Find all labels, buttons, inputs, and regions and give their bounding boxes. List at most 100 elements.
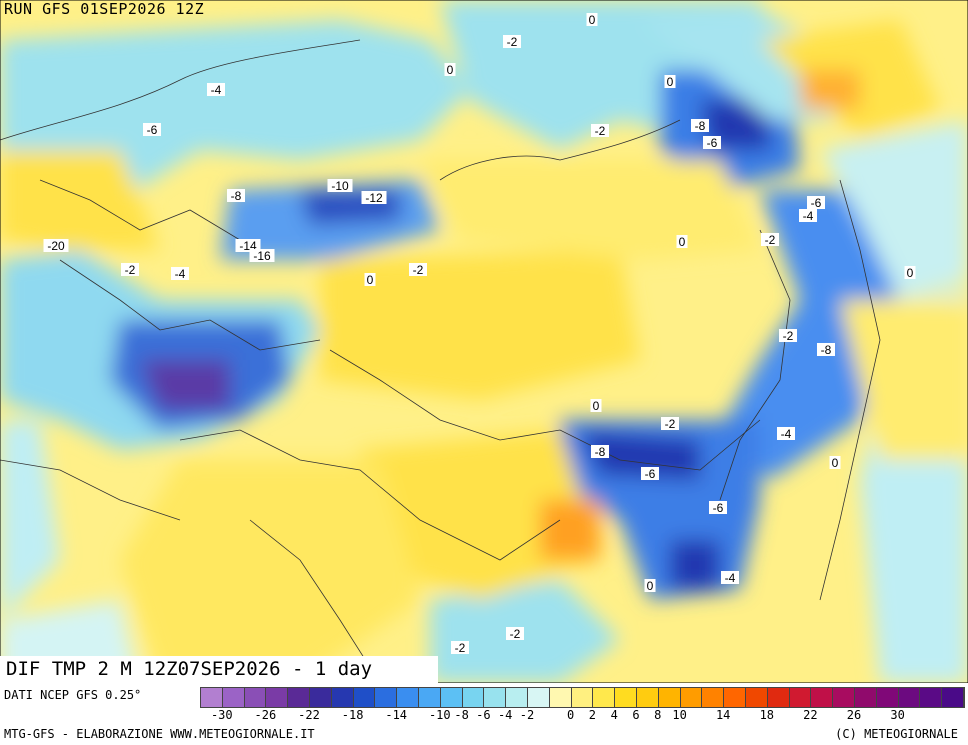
isoline-label-bg — [779, 329, 797, 342]
isoline-label-bg — [591, 445, 609, 458]
isoline-label: -2 — [125, 263, 136, 277]
color-swatch — [244, 688, 267, 707]
scale-tick-label: 8 — [654, 708, 662, 722]
isoline-label: -2 — [783, 329, 794, 343]
color-swatch — [571, 688, 594, 707]
isoline-label: -2 — [765, 233, 776, 247]
isoline-label-bg — [829, 456, 841, 469]
scale-tick-label: -6 — [476, 708, 491, 722]
color-swatch — [636, 688, 659, 707]
scale-tick-label: 26 — [846, 708, 862, 722]
isoline-label: 0 — [647, 579, 654, 593]
isoline-label: -2 — [507, 35, 518, 49]
color-swatch — [353, 688, 376, 707]
isoline-label-bg — [227, 189, 245, 202]
isoline-label-bg — [409, 263, 427, 276]
anomaly-fields — [0, 0, 968, 683]
isoline-label-bg — [590, 399, 602, 412]
color-swatch — [789, 688, 812, 707]
isoline-label: -2 — [665, 417, 676, 431]
isoline-label: 0 — [667, 75, 674, 89]
color-swatch — [920, 688, 943, 707]
isoline-label-bg — [644, 579, 656, 592]
isoline-label-bg — [721, 571, 739, 584]
isoline-label-bg — [703, 136, 721, 149]
isoline-label-bg — [709, 501, 727, 514]
isoline-label-bg — [799, 209, 817, 222]
scale-tick-label: -10 — [428, 708, 451, 722]
isoline-label-bg — [43, 239, 69, 252]
isoline-label: 0 — [447, 63, 454, 77]
isoline-label: 0 — [593, 399, 600, 413]
isoline-label: 0 — [832, 456, 839, 470]
isoline-label: -16 — [253, 249, 271, 263]
isoline-label-bg — [327, 179, 353, 192]
isoline-label: -2 — [413, 263, 424, 277]
scale-tick-label: -2 — [519, 708, 535, 722]
isoline-label: -6 — [811, 196, 822, 210]
isoline-label: -4 — [803, 209, 814, 223]
isoline-label: -4 — [725, 571, 736, 585]
isoline-label: 0 — [367, 273, 374, 287]
isoline-label-bg — [444, 63, 456, 76]
color-swatch — [724, 688, 746, 707]
isoline-label-bg — [691, 119, 709, 132]
isoline-label: -6 — [707, 136, 718, 150]
scale-tick-label: 18 — [759, 708, 775, 722]
color-swatch — [331, 688, 354, 707]
isoline-label: -2 — [510, 627, 521, 641]
isoline-label: -8 — [595, 445, 606, 459]
isoline-label-bg — [171, 267, 189, 280]
isoline-label: -6 — [645, 467, 656, 481]
isoline-label-bg — [807, 196, 825, 209]
isoline-label: -8 — [695, 119, 706, 133]
borders — [0, 39, 881, 683]
isoline-label: -8 — [231, 189, 242, 203]
scale-tick-label: -14 — [385, 708, 408, 722]
scale-tick-label: -26 — [254, 708, 277, 722]
isoline-label: 0 — [679, 235, 686, 249]
isoline-label-bg — [904, 266, 916, 279]
scale-tick-label: -4 — [497, 708, 513, 722]
color-swatch — [375, 688, 398, 707]
legend: DATI NCEP GFS 0.25° -30 -26 -22 -18 -14 -10 -8… — [0, 683, 968, 745]
scale-tick-label: 14 — [715, 708, 731, 722]
scale-tick-label: -8 — [454, 708, 469, 722]
color-scale-bar — [200, 687, 965, 708]
isoline-label-bg — [777, 427, 795, 440]
color-swatch — [201, 688, 223, 707]
isoline-label: -6 — [713, 501, 724, 515]
isoline-label: 0 — [589, 13, 596, 27]
color-swatch — [811, 688, 834, 707]
isoline-label-bg — [586, 13, 598, 26]
color-swatch — [484, 688, 507, 707]
color-swatch — [462, 688, 485, 707]
color-swatch — [288, 688, 310, 707]
isoline-label: 0 — [907, 266, 914, 280]
color-swatch — [506, 688, 528, 707]
footer-copyright: (C) METEOGIORNALE — [835, 727, 958, 741]
scale-tick-label: 22 — [803, 708, 818, 722]
color-swatch — [702, 688, 725, 707]
run-title: RUN GFS 01SEP2026 12Z — [4, 0, 205, 18]
isoline-label: -4 — [211, 83, 222, 97]
isoline-label: -10 — [331, 179, 349, 193]
color-swatch — [440, 688, 463, 707]
isoline-label-bg — [661, 417, 679, 430]
scale-tick-label: 6 — [632, 708, 640, 722]
color-swatch — [767, 688, 790, 707]
isoline-label: -4 — [175, 267, 186, 281]
isoline-label: -2 — [595, 124, 606, 138]
isoline-label-bg — [664, 75, 676, 88]
color-swatch — [942, 688, 964, 707]
color-swatch — [266, 688, 289, 707]
isoline-label-bg — [143, 123, 161, 136]
scale-tick-label: 4 — [610, 708, 618, 722]
scale-tick-label: -22 — [298, 708, 320, 722]
isoline-label: -20 — [47, 239, 65, 253]
isoline-label-bg — [641, 467, 659, 480]
color-swatch — [397, 688, 419, 707]
color-swatch — [593, 688, 616, 707]
scale-tick-label: 2 — [588, 708, 597, 722]
data-source-label: DATI NCEP GFS 0.25° — [4, 688, 142, 702]
